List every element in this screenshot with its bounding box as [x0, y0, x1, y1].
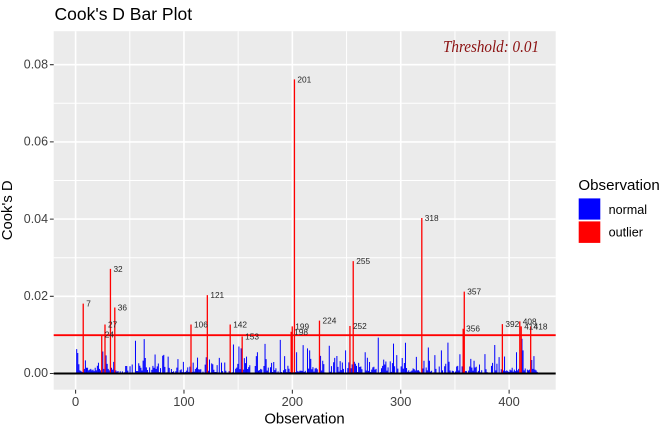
- svg-text:0.00: 0.00: [24, 365, 48, 380]
- svg-text:318: 318: [425, 213, 439, 223]
- svg-text:255: 255: [356, 256, 370, 266]
- svg-text:24: 24: [105, 330, 115, 340]
- svg-text:0.06: 0.06: [24, 134, 48, 149]
- svg-text:Observation: Observation: [578, 177, 659, 194]
- svg-text:32: 32: [113, 264, 123, 274]
- svg-text:100: 100: [173, 394, 194, 409]
- svg-text:106: 106: [194, 319, 208, 329]
- svg-text:36: 36: [118, 302, 128, 312]
- svg-text:198: 198: [294, 327, 308, 337]
- svg-text:200: 200: [282, 394, 303, 409]
- svg-text:27: 27: [108, 319, 118, 329]
- svg-text:0: 0: [72, 394, 79, 409]
- svg-text:7: 7: [86, 299, 91, 309]
- svg-text:121: 121: [210, 290, 224, 300]
- svg-text:392: 392: [505, 319, 519, 329]
- svg-text:252: 252: [353, 321, 367, 331]
- svg-text:142: 142: [233, 319, 247, 329]
- svg-text:Observation: Observation: [264, 412, 344, 428]
- svg-text:400: 400: [498, 394, 519, 409]
- svg-text:199: 199: [295, 321, 309, 331]
- svg-text:153: 153: [245, 331, 259, 341]
- svg-text:201: 201: [297, 74, 311, 84]
- svg-text:Cook's D: Cook's D: [0, 180, 16, 240]
- svg-text:414: 414: [524, 321, 538, 331]
- svg-text:408: 408: [523, 316, 537, 326]
- svg-text:356: 356: [466, 324, 480, 334]
- svg-text:300: 300: [390, 394, 411, 409]
- svg-text:224: 224: [322, 316, 336, 326]
- svg-text:0.02: 0.02: [24, 288, 48, 303]
- svg-text:418: 418: [534, 321, 548, 331]
- svg-text:357: 357: [467, 287, 481, 297]
- svg-text:outlier: outlier: [609, 226, 643, 240]
- svg-text:0.08: 0.08: [24, 56, 48, 71]
- svg-text:0.04: 0.04: [24, 211, 48, 226]
- svg-text:normal: normal: [609, 203, 648, 217]
- svg-text:Cook's D Bar Plot: Cook's D Bar Plot: [55, 4, 193, 24]
- svg-text:Threshold: 0.01: Threshold: 0.01: [443, 37, 539, 56]
